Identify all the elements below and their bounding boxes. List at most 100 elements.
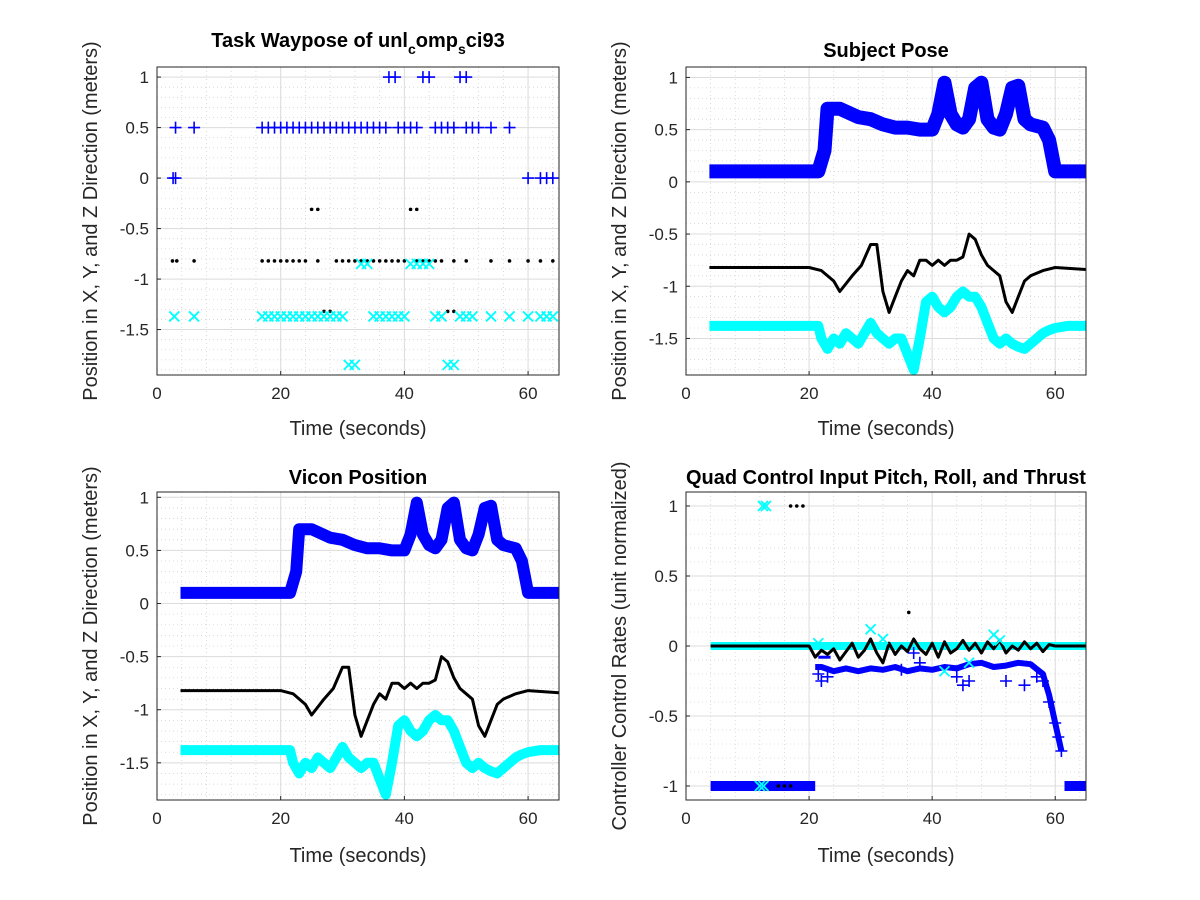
series-line [815, 659, 1065, 752]
x-point [760, 500, 772, 512]
x-tick-label: 40 [923, 384, 942, 403]
y-tick-label: -1.5 [649, 329, 678, 348]
plus-point [546, 172, 559, 185]
series-line [709, 286, 1086, 375]
plus-point [169, 172, 182, 185]
dot-point [788, 784, 793, 788]
x-point [448, 359, 460, 371]
x-point [349, 359, 361, 371]
plus-point [460, 71, 473, 84]
plus-point [1049, 717, 1062, 729]
x-axis-label: Time (seconds) [817, 845, 954, 867]
x-tick-label: 60 [519, 809, 538, 828]
plus-point [815, 675, 828, 687]
dot-point [353, 259, 357, 263]
plus-point [907, 647, 920, 659]
x-tick-label: 0 [681, 384, 690, 403]
chart-title-part: Task Waypose of unl [211, 30, 408, 52]
x-point [336, 310, 349, 323]
dot-point [788, 504, 793, 508]
dot-point [414, 207, 419, 212]
plus-point [1052, 731, 1065, 743]
x-tick-label: 60 [1046, 809, 1065, 828]
dot-point [433, 259, 438, 263]
series-line [709, 232, 1086, 314]
plus-point [522, 172, 535, 185]
dot-point [291, 259, 295, 263]
dot-point [464, 259, 469, 263]
chart-title: Quad Control Input Pitch, Roll, and Thru… [686, 467, 1086, 489]
x-point [963, 657, 975, 669]
dot-point [309, 207, 314, 212]
y-tick-label: -0.5 [120, 220, 149, 239]
plus-point [1030, 670, 1043, 683]
panel-vicon-position: 0 20 40 60 1 0.5 0 -0.5 -1 -1.5 Vicon Position Ti… [80, 466, 560, 867]
x-tick-label: 40 [395, 384, 414, 403]
x-point [757, 780, 770, 792]
dot-point [272, 259, 277, 263]
x-tick-label: 0 [681, 809, 690, 828]
plus-point [1036, 675, 1049, 687]
plus-point [423, 71, 436, 84]
chart-title-subscript: c [408, 41, 416, 57]
plot-area [157, 67, 559, 375]
x-point [754, 780, 766, 792]
x-tick-label: 0 [152, 809, 161, 828]
dot-point [794, 504, 799, 508]
dot-point [551, 259, 555, 263]
plus-point [963, 675, 976, 687]
dot-point [906, 610, 911, 615]
x-point [188, 310, 200, 323]
dot-point [285, 259, 289, 263]
series-line [710, 637, 1086, 665]
x-axis-label: Time (seconds) [817, 418, 954, 440]
ticks: 0 20 40 60 1 0.5 0 -0.5 -1 -1.5 [120, 488, 538, 828]
plus-point [956, 679, 969, 692]
series-line [709, 75, 1086, 179]
panel-subject-pose: 0 20 40 60 1 0.5 0 -0.5 -1 -1.5 Subject Pose Time… [609, 40, 1087, 440]
plus-point [447, 121, 460, 134]
axes-box [156, 66, 560, 376]
plus-point [821, 670, 834, 683]
plus-point [1043, 696, 1056, 708]
x-point [423, 258, 435, 270]
x-tick-label: 20 [800, 809, 819, 828]
x-point [938, 665, 951, 677]
y-tick-label: 0 [669, 637, 678, 656]
plus-point [950, 670, 963, 683]
x-point [812, 637, 824, 649]
x-point [864, 623, 877, 635]
y-tick-label: 1 [669, 68, 678, 87]
x-point [547, 310, 559, 323]
marker-series [754, 500, 1006, 792]
y-tick-label: -1 [134, 270, 149, 289]
dot-point [170, 259, 175, 263]
marks [710, 500, 1086, 792]
dot-point [782, 784, 787, 788]
ticks: 0 20 40 60 1 0.5 0 -0.5 -1 -1.5 [120, 68, 538, 403]
x-tick-label: 40 [923, 809, 942, 828]
y-tick-label: -1.5 [120, 321, 149, 340]
y-tick-label: -0.5 [120, 648, 149, 667]
y-tick-label: -1 [663, 277, 678, 296]
x-axis-label: Time (seconds) [289, 845, 426, 867]
x-point [361, 258, 373, 270]
y-tick-label: 0 [140, 595, 149, 614]
dot-point [371, 259, 376, 263]
ticks: 0 20 40 60 1 0.5 0 -0.5 -1 [649, 497, 1065, 828]
dot-point [801, 504, 805, 508]
series-line [180, 655, 559, 738]
y-tick-label: -0.5 [649, 707, 678, 726]
dot-point [278, 259, 283, 263]
plus-point [913, 656, 926, 669]
dot-point [303, 259, 308, 263]
y-tick-label: 0.5 [125, 541, 149, 560]
marker-series [167, 71, 559, 185]
plus-point [472, 121, 485, 134]
dot-point [297, 259, 302, 263]
series-line [180, 710, 559, 800]
plus-point [379, 121, 392, 134]
chart-title-part: omp [416, 30, 458, 52]
x-point [522, 310, 534, 323]
ticks: 0 20 40 60 1 0.5 0 -0.5 -1 -1.5 [649, 68, 1065, 403]
